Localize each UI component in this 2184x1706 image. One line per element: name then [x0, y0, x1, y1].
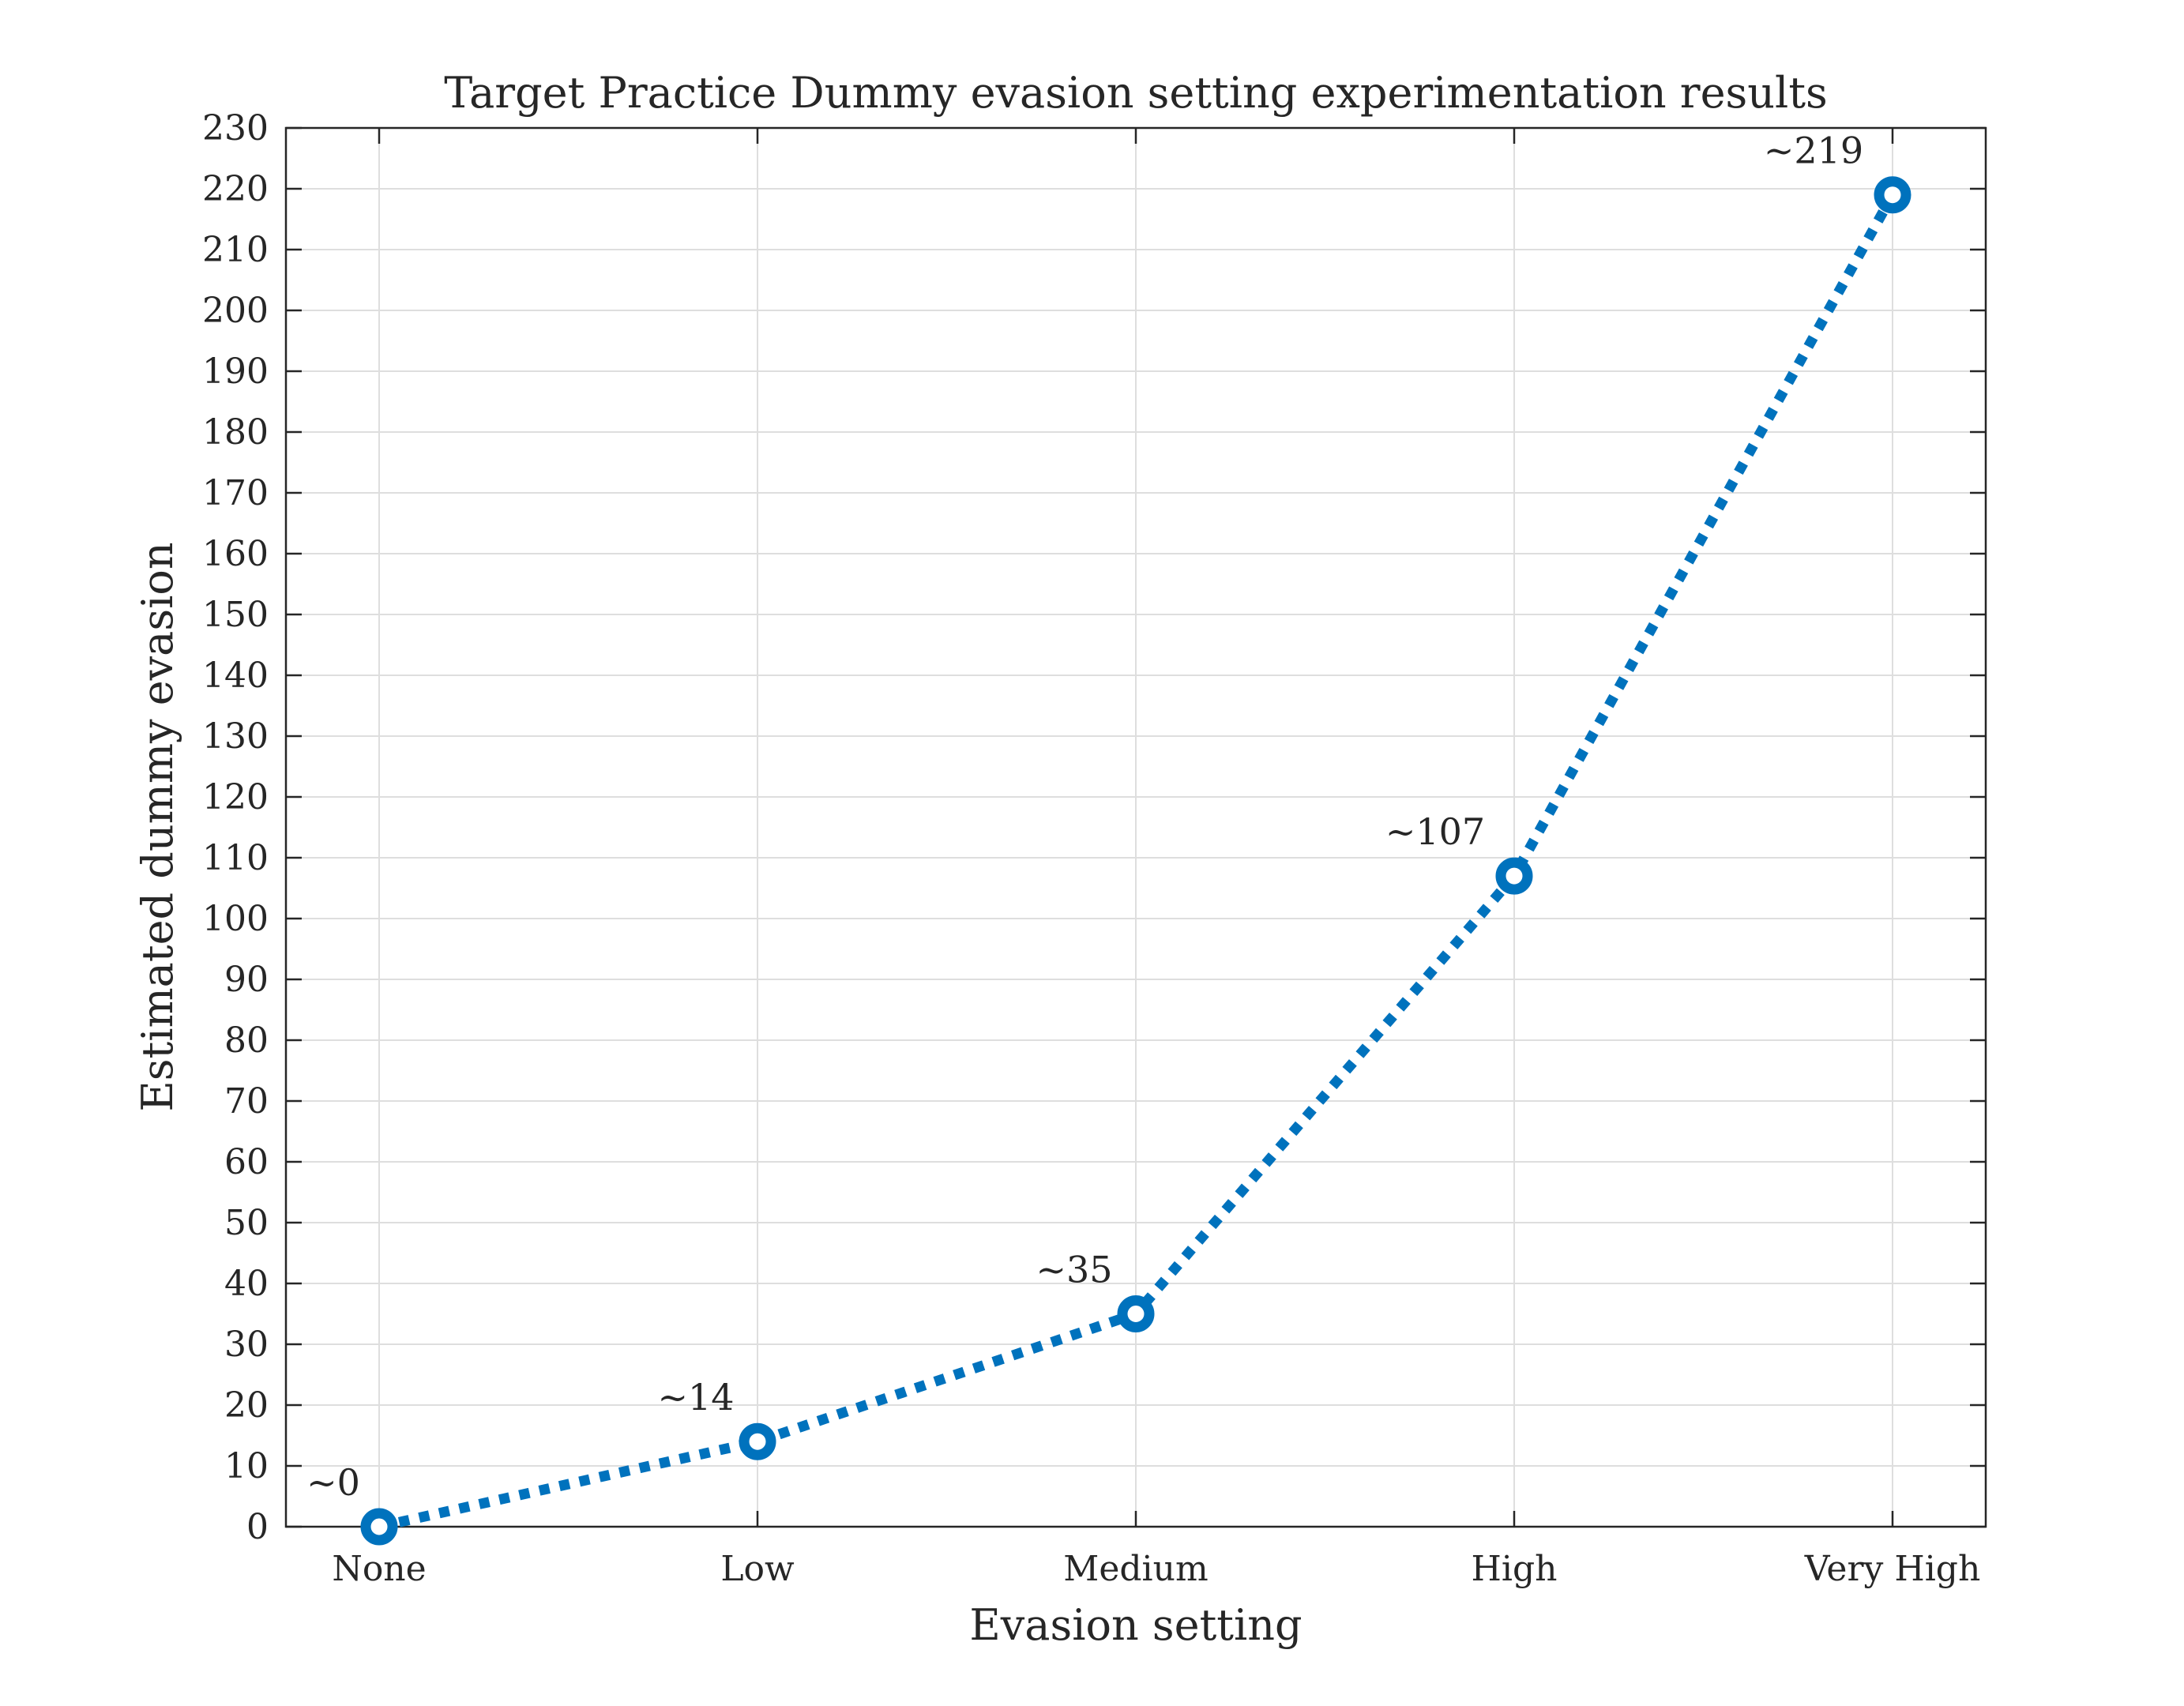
y-tick-label: 180	[202, 412, 269, 453]
y-tick-label: 60	[224, 1142, 269, 1182]
y-tick-label: 230	[202, 108, 269, 148]
y-axis-title: Estimated dummy evasion	[133, 542, 182, 1111]
y-tick-label: 210	[202, 230, 269, 270]
x-tick-label: Very High	[1804, 1549, 1981, 1589]
plot-frame	[284, 126, 1987, 1528]
y-tick-label: 200	[202, 291, 269, 331]
data-label: ~219	[1764, 130, 1863, 172]
data-label: ~107	[1385, 810, 1485, 853]
y-tick-label: 80	[224, 1020, 269, 1061]
y-tick-label: 160	[202, 534, 269, 574]
data-label: ~35	[1036, 1249, 1112, 1291]
data-point	[360, 1508, 398, 1546]
grid	[286, 127, 1986, 1528]
data-point	[739, 1422, 776, 1460]
x-tick-label: Medium	[1063, 1549, 1208, 1589]
y-tick-label: 0	[246, 1507, 269, 1547]
data-point	[1874, 176, 1911, 214]
y-tick-labels: 0 10 20 30 40 50 60 70 80 90 100 110 120 130 140 150 160…	[202, 108, 269, 1547]
x-axis-title: Evasion setting	[969, 1600, 1302, 1650]
y-tick-label: 110	[202, 838, 269, 878]
y-tick-label: 70	[224, 1081, 269, 1122]
data-label: ~0	[306, 1461, 360, 1504]
y-tick-label: 120	[202, 777, 269, 817]
y-tick-label: 10	[224, 1446, 269, 1486]
y-tick-label: 220	[202, 169, 269, 209]
y-tick-label: 90	[224, 960, 269, 1000]
y-tick-label: 140	[202, 656, 269, 696]
x-tick-labels: None Low Medium High Very High	[332, 1549, 1980, 1589]
y-tick-label: 30	[224, 1325, 269, 1365]
series	[360, 176, 1911, 1546]
data-point	[1117, 1295, 1155, 1332]
chart-title: Target Practice Dummy evasion setting ex…	[444, 68, 1827, 118]
y-tick-label: 150	[202, 595, 269, 635]
x-tick-label: Low	[720, 1549, 795, 1589]
y-tick-label: 40	[224, 1264, 269, 1304]
data-label: ~14	[657, 1376, 734, 1419]
data-labels: ~0 ~14 ~35 ~107 ~219	[306, 130, 1863, 1504]
y-tick-label: 170	[202, 473, 269, 513]
x-tick-label: High	[1472, 1549, 1558, 1589]
y-tick-label: 100	[202, 899, 269, 939]
x-tick-label: None	[332, 1549, 426, 1589]
y-tick-label: 130	[202, 716, 269, 757]
y-tick-label: 20	[224, 1385, 269, 1426]
data-point	[1495, 857, 1533, 895]
y-tick-label: 190	[202, 351, 269, 392]
y-tick-label: 50	[224, 1203, 269, 1243]
